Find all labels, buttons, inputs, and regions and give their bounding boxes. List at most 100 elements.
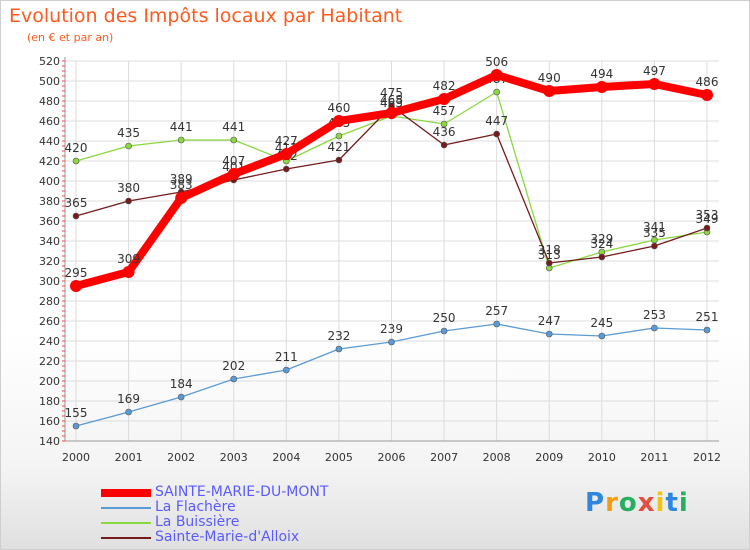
data-point xyxy=(703,224,711,232)
data-point xyxy=(701,89,713,101)
data-label: 184 xyxy=(170,377,193,391)
data-label: 295 xyxy=(65,266,88,280)
x-tick-label: 2008 xyxy=(483,451,511,464)
data-label: 457 xyxy=(433,104,456,118)
logo-letter: x xyxy=(637,488,656,518)
legend: SAINTE-MARIE-DU-MONT La Flachère La Buis… xyxy=(101,485,328,545)
data-label: 247 xyxy=(538,314,561,328)
legend-item: Sainte-Marie-d'Alloix xyxy=(101,530,328,545)
data-label: 251 xyxy=(696,310,719,324)
x-tick-label: 2007 xyxy=(430,451,458,464)
chart-title: Evolution des Impôts locaux par Habitant xyxy=(9,5,403,27)
data-point xyxy=(493,130,500,138)
legend-item: SAINTE-MARIE-DU-MONT xyxy=(101,485,328,500)
data-point xyxy=(335,132,343,140)
legend-swatch xyxy=(101,488,151,497)
x-tick-label: 2003 xyxy=(220,451,248,464)
data-point xyxy=(545,330,553,338)
data-label: 383 xyxy=(170,178,193,192)
data-point xyxy=(280,148,293,160)
data-point xyxy=(440,327,448,335)
data-label: 318 xyxy=(538,243,561,257)
data-point xyxy=(598,332,606,340)
x-tick-label: 2009 xyxy=(535,451,563,464)
y-tick-label: 320 xyxy=(39,255,60,268)
x-tick-label: 2005 xyxy=(325,451,353,464)
data-point xyxy=(177,136,185,144)
data-label: 420 xyxy=(65,141,88,155)
data-label: 250 xyxy=(433,311,456,325)
data-label: 436 xyxy=(433,125,456,139)
logo-letter: r xyxy=(605,488,619,518)
logo-letter: o xyxy=(618,488,638,518)
y-tick-label: 400 xyxy=(39,175,60,188)
data-label: 460 xyxy=(327,101,350,115)
data-point xyxy=(125,197,132,205)
data-point xyxy=(283,165,290,173)
data-label: 441 xyxy=(170,120,193,134)
data-label: 380 xyxy=(117,181,140,195)
x-tick-label: 2012 xyxy=(693,451,721,464)
data-label: 365 xyxy=(65,196,88,210)
data-point xyxy=(283,366,290,374)
data-point xyxy=(335,156,343,164)
y-tick-label: 300 xyxy=(39,275,60,288)
data-label: 468 xyxy=(380,93,403,107)
data-label: 329 xyxy=(590,232,613,246)
data-label: 211 xyxy=(275,350,298,364)
data-point xyxy=(595,81,608,93)
data-label: 349 xyxy=(696,212,719,226)
data-label: 441 xyxy=(222,120,245,134)
y-tick-label: 240 xyxy=(39,335,60,348)
data-point xyxy=(388,338,395,346)
data-point xyxy=(493,320,500,328)
y-tick-label: 420 xyxy=(39,155,60,168)
data-label: 257 xyxy=(485,304,508,318)
legend-label: La Flachère xyxy=(155,499,236,515)
y-tick-label: 380 xyxy=(39,195,60,208)
legend-label: Sainte-Marie-d'Alloix xyxy=(155,529,300,545)
data-point xyxy=(72,422,80,430)
y-tick-label: 180 xyxy=(39,395,60,408)
data-point xyxy=(230,375,238,383)
data-label: 494 xyxy=(590,67,613,81)
logo-letter: t xyxy=(665,488,679,518)
data-point xyxy=(125,142,132,150)
data-label: 447 xyxy=(485,114,508,128)
y-tick-label: 480 xyxy=(39,95,60,108)
data-point xyxy=(332,115,345,127)
data-label: 427 xyxy=(275,134,298,148)
data-point xyxy=(493,88,500,96)
x-tick-label: 2010 xyxy=(588,451,616,464)
data-label: 490 xyxy=(538,71,561,85)
data-label: 435 xyxy=(117,126,140,140)
data-point xyxy=(175,192,188,204)
data-point xyxy=(651,242,658,250)
x-tick-label: 2004 xyxy=(272,451,300,464)
data-point xyxy=(230,136,238,144)
data-point xyxy=(440,141,448,149)
logo-letter: P xyxy=(585,488,606,518)
data-label: 407 xyxy=(222,154,245,168)
legend-label: La Buissière xyxy=(155,514,240,530)
data-label: 497 xyxy=(643,64,666,78)
x-tick-label: 2006 xyxy=(378,451,406,464)
data-label: 335 xyxy=(643,226,666,240)
data-point xyxy=(651,324,658,332)
data-label: 313 xyxy=(538,248,561,262)
data-label: 324 xyxy=(590,237,613,251)
data-point xyxy=(598,253,606,261)
data-point xyxy=(440,120,448,128)
data-label: 253 xyxy=(643,308,666,322)
y-tick-label: 440 xyxy=(39,135,60,148)
legend-item: La Buissière xyxy=(101,515,328,530)
legend-item: La Flachère xyxy=(101,500,328,515)
data-label: 475 xyxy=(380,86,403,100)
data-label: 202 xyxy=(222,359,245,373)
y-tick-label: 220 xyxy=(39,355,60,368)
data-point xyxy=(335,345,343,353)
x-tick-label: 2000 xyxy=(62,451,90,464)
data-label: 232 xyxy=(327,329,350,343)
